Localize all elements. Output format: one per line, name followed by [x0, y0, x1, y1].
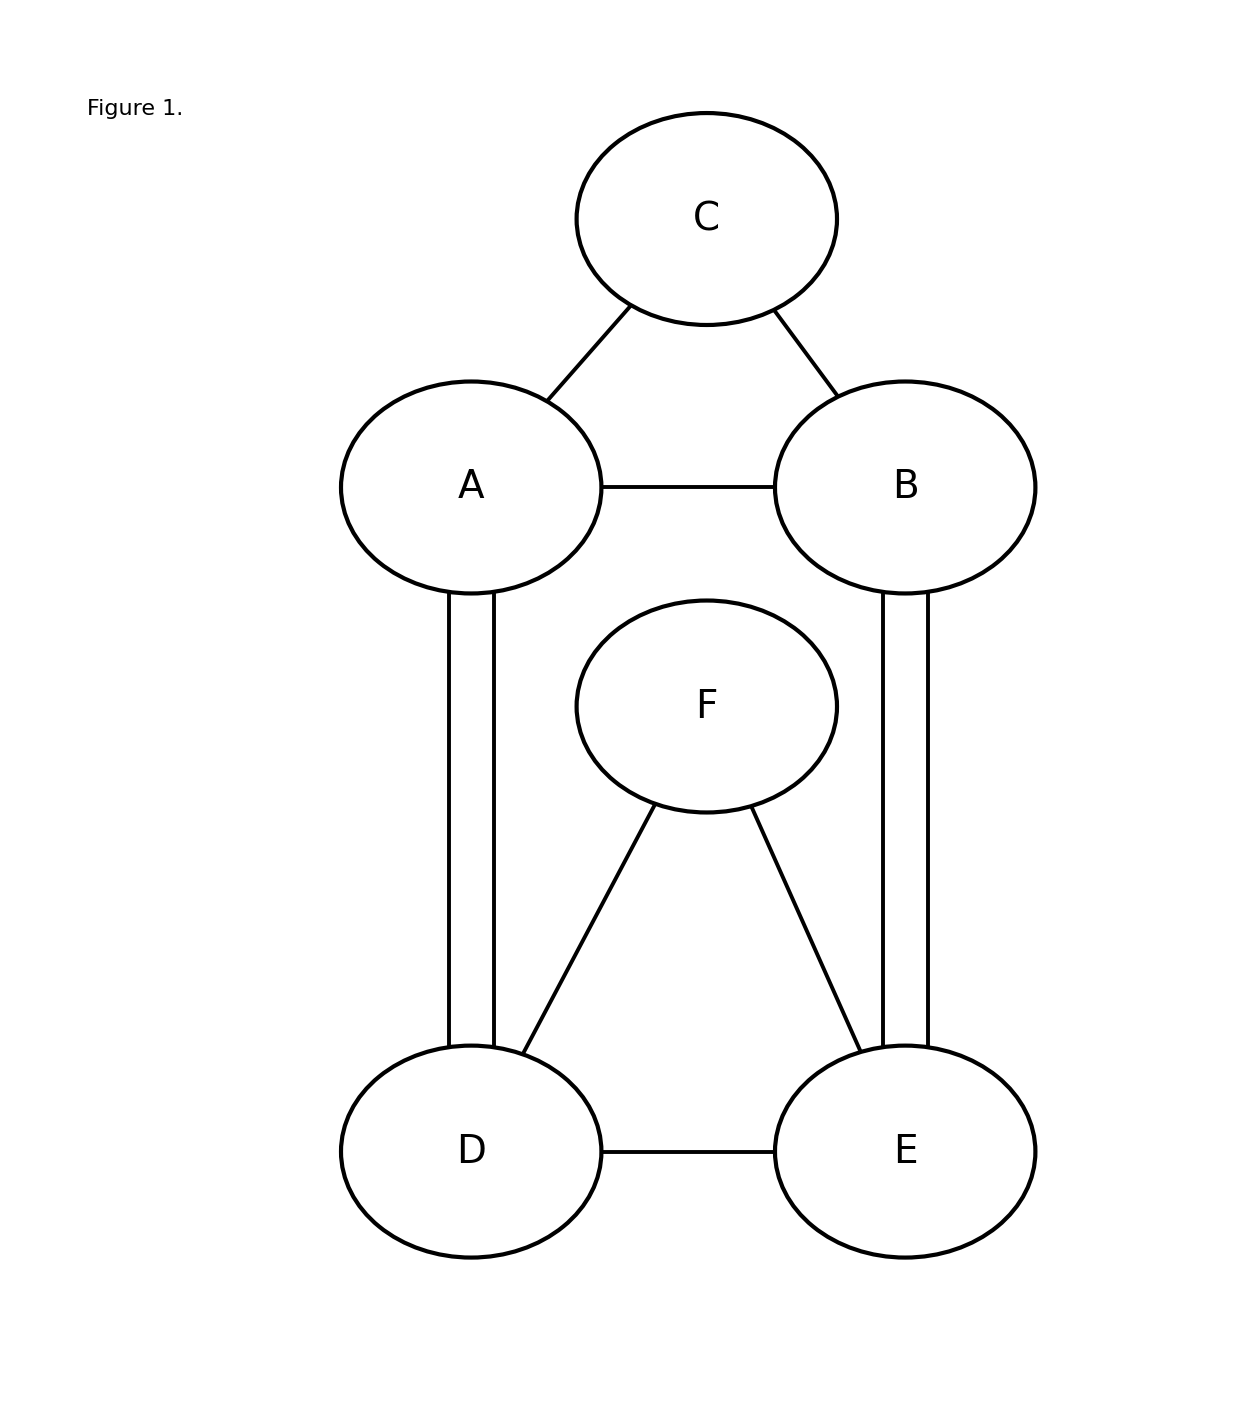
Text: C: C [693, 201, 720, 237]
Text: Figure 1.: Figure 1. [87, 99, 184, 119]
Ellipse shape [341, 382, 601, 593]
Text: E: E [893, 1133, 918, 1170]
Ellipse shape [577, 113, 837, 325]
Ellipse shape [775, 382, 1035, 593]
Text: B: B [892, 469, 919, 506]
Ellipse shape [775, 1046, 1035, 1258]
Text: A: A [458, 469, 485, 506]
Text: D: D [456, 1133, 486, 1170]
Ellipse shape [341, 1046, 601, 1258]
Ellipse shape [577, 601, 837, 812]
Text: F: F [696, 688, 718, 725]
